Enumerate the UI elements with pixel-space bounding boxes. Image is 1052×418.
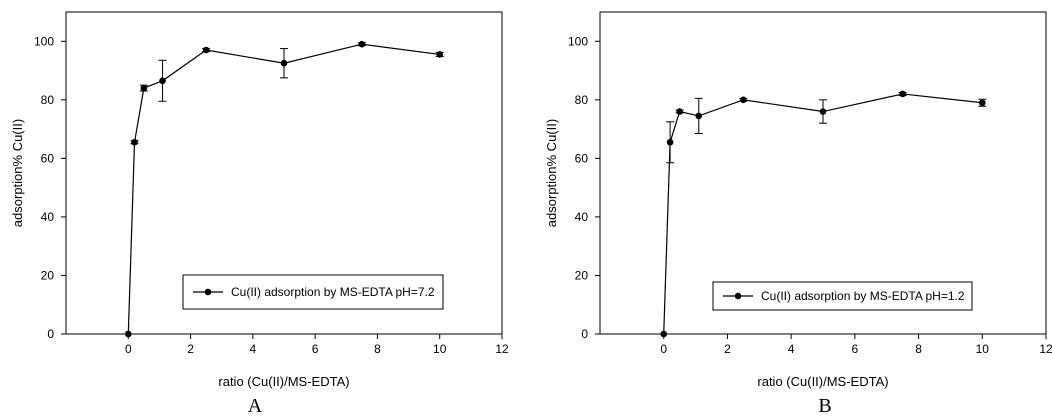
y-tick-label: 0 bbox=[581, 327, 588, 341]
y-tick-label: 40 bbox=[575, 210, 589, 224]
y-tick-label: 20 bbox=[575, 268, 589, 282]
series-line bbox=[663, 93, 983, 335]
plot-frame bbox=[65, 11, 503, 335]
data-point bbox=[131, 138, 138, 146]
legend-marker bbox=[204, 288, 212, 296]
chart-panel-b: 0 2 4 6 8 10 12 0 20 40 60 80 100 ratio (Cu(II)/MS-ED… bbox=[544, 11, 1052, 417]
data-point bbox=[124, 330, 132, 338]
data-point bbox=[978, 99, 986, 107]
legend-label: Cu(II) adsorption by MS-EDTA pH=1.2 bbox=[761, 289, 965, 303]
y-tick-label: 20 bbox=[41, 268, 55, 282]
y-axis-title: adsorption% Cu(II) bbox=[544, 119, 559, 227]
x-tick-label: 12 bbox=[495, 342, 509, 356]
y-tick-label: 100 bbox=[568, 34, 588, 48]
plot-frame bbox=[599, 11, 1047, 335]
y-tick-label: 80 bbox=[41, 93, 55, 107]
data-point bbox=[436, 51, 444, 58]
data-point bbox=[140, 84, 148, 92]
data-point bbox=[676, 108, 683, 115]
data-point bbox=[202, 46, 210, 54]
panel-letter: A bbox=[248, 395, 263, 417]
x-tick-label: 4 bbox=[788, 342, 795, 356]
panel-letter: B bbox=[818, 395, 831, 417]
y-tick-label: 60 bbox=[41, 151, 55, 165]
data-point bbox=[159, 77, 166, 85]
x-tick-label: 0 bbox=[125, 342, 132, 356]
x-tick-label: 8 bbox=[915, 342, 922, 356]
x-tick-label: 6 bbox=[852, 342, 859, 356]
x-tick-label: 12 bbox=[1039, 342, 1052, 356]
data-point bbox=[358, 40, 366, 48]
x-axis-title: ratio (Cu(II)/MS-EDTA) bbox=[757, 374, 888, 389]
legend-box bbox=[712, 281, 973, 311]
x-tick-label: 6 bbox=[312, 342, 319, 356]
y-tick-label: 100 bbox=[34, 34, 54, 48]
x-tick-label: 10 bbox=[976, 342, 990, 356]
y-tick-label: 60 bbox=[575, 151, 589, 165]
x-tick-label: 4 bbox=[250, 342, 257, 356]
y-tick-label: 0 bbox=[47, 327, 54, 341]
y-tick-label: 80 bbox=[575, 93, 589, 107]
data-point bbox=[899, 90, 906, 98]
legend-box bbox=[182, 274, 444, 310]
x-tick-label: 2 bbox=[187, 342, 194, 356]
data-point bbox=[660, 330, 668, 338]
data-point bbox=[740, 96, 747, 104]
legend-label: Cu(II) adsorption by MS-EDTA pH=7.2 bbox=[231, 285, 435, 299]
x-tick-label: 2 bbox=[724, 342, 731, 356]
x-tick-label: 0 bbox=[660, 342, 667, 356]
data-point bbox=[666, 138, 674, 146]
y-axis-title: adsorption% Cu(II) bbox=[10, 119, 25, 227]
legend-marker bbox=[734, 292, 742, 300]
data-point bbox=[695, 112, 703, 120]
data-point bbox=[280, 59, 288, 67]
x-axis-title: ratio (Cu(II)/MS-EDTA) bbox=[218, 374, 349, 389]
series-line bbox=[127, 43, 440, 335]
x-tick-label: 8 bbox=[374, 342, 381, 356]
data-point bbox=[819, 108, 827, 115]
chart-panel-a: 0 2 4 6 8 10 12 0 20 40 60 80 100 ratio (Cu(II)/MS-ED… bbox=[10, 11, 509, 417]
y-tick-label: 40 bbox=[41, 210, 55, 224]
x-tick-label: 10 bbox=[433, 342, 447, 356]
